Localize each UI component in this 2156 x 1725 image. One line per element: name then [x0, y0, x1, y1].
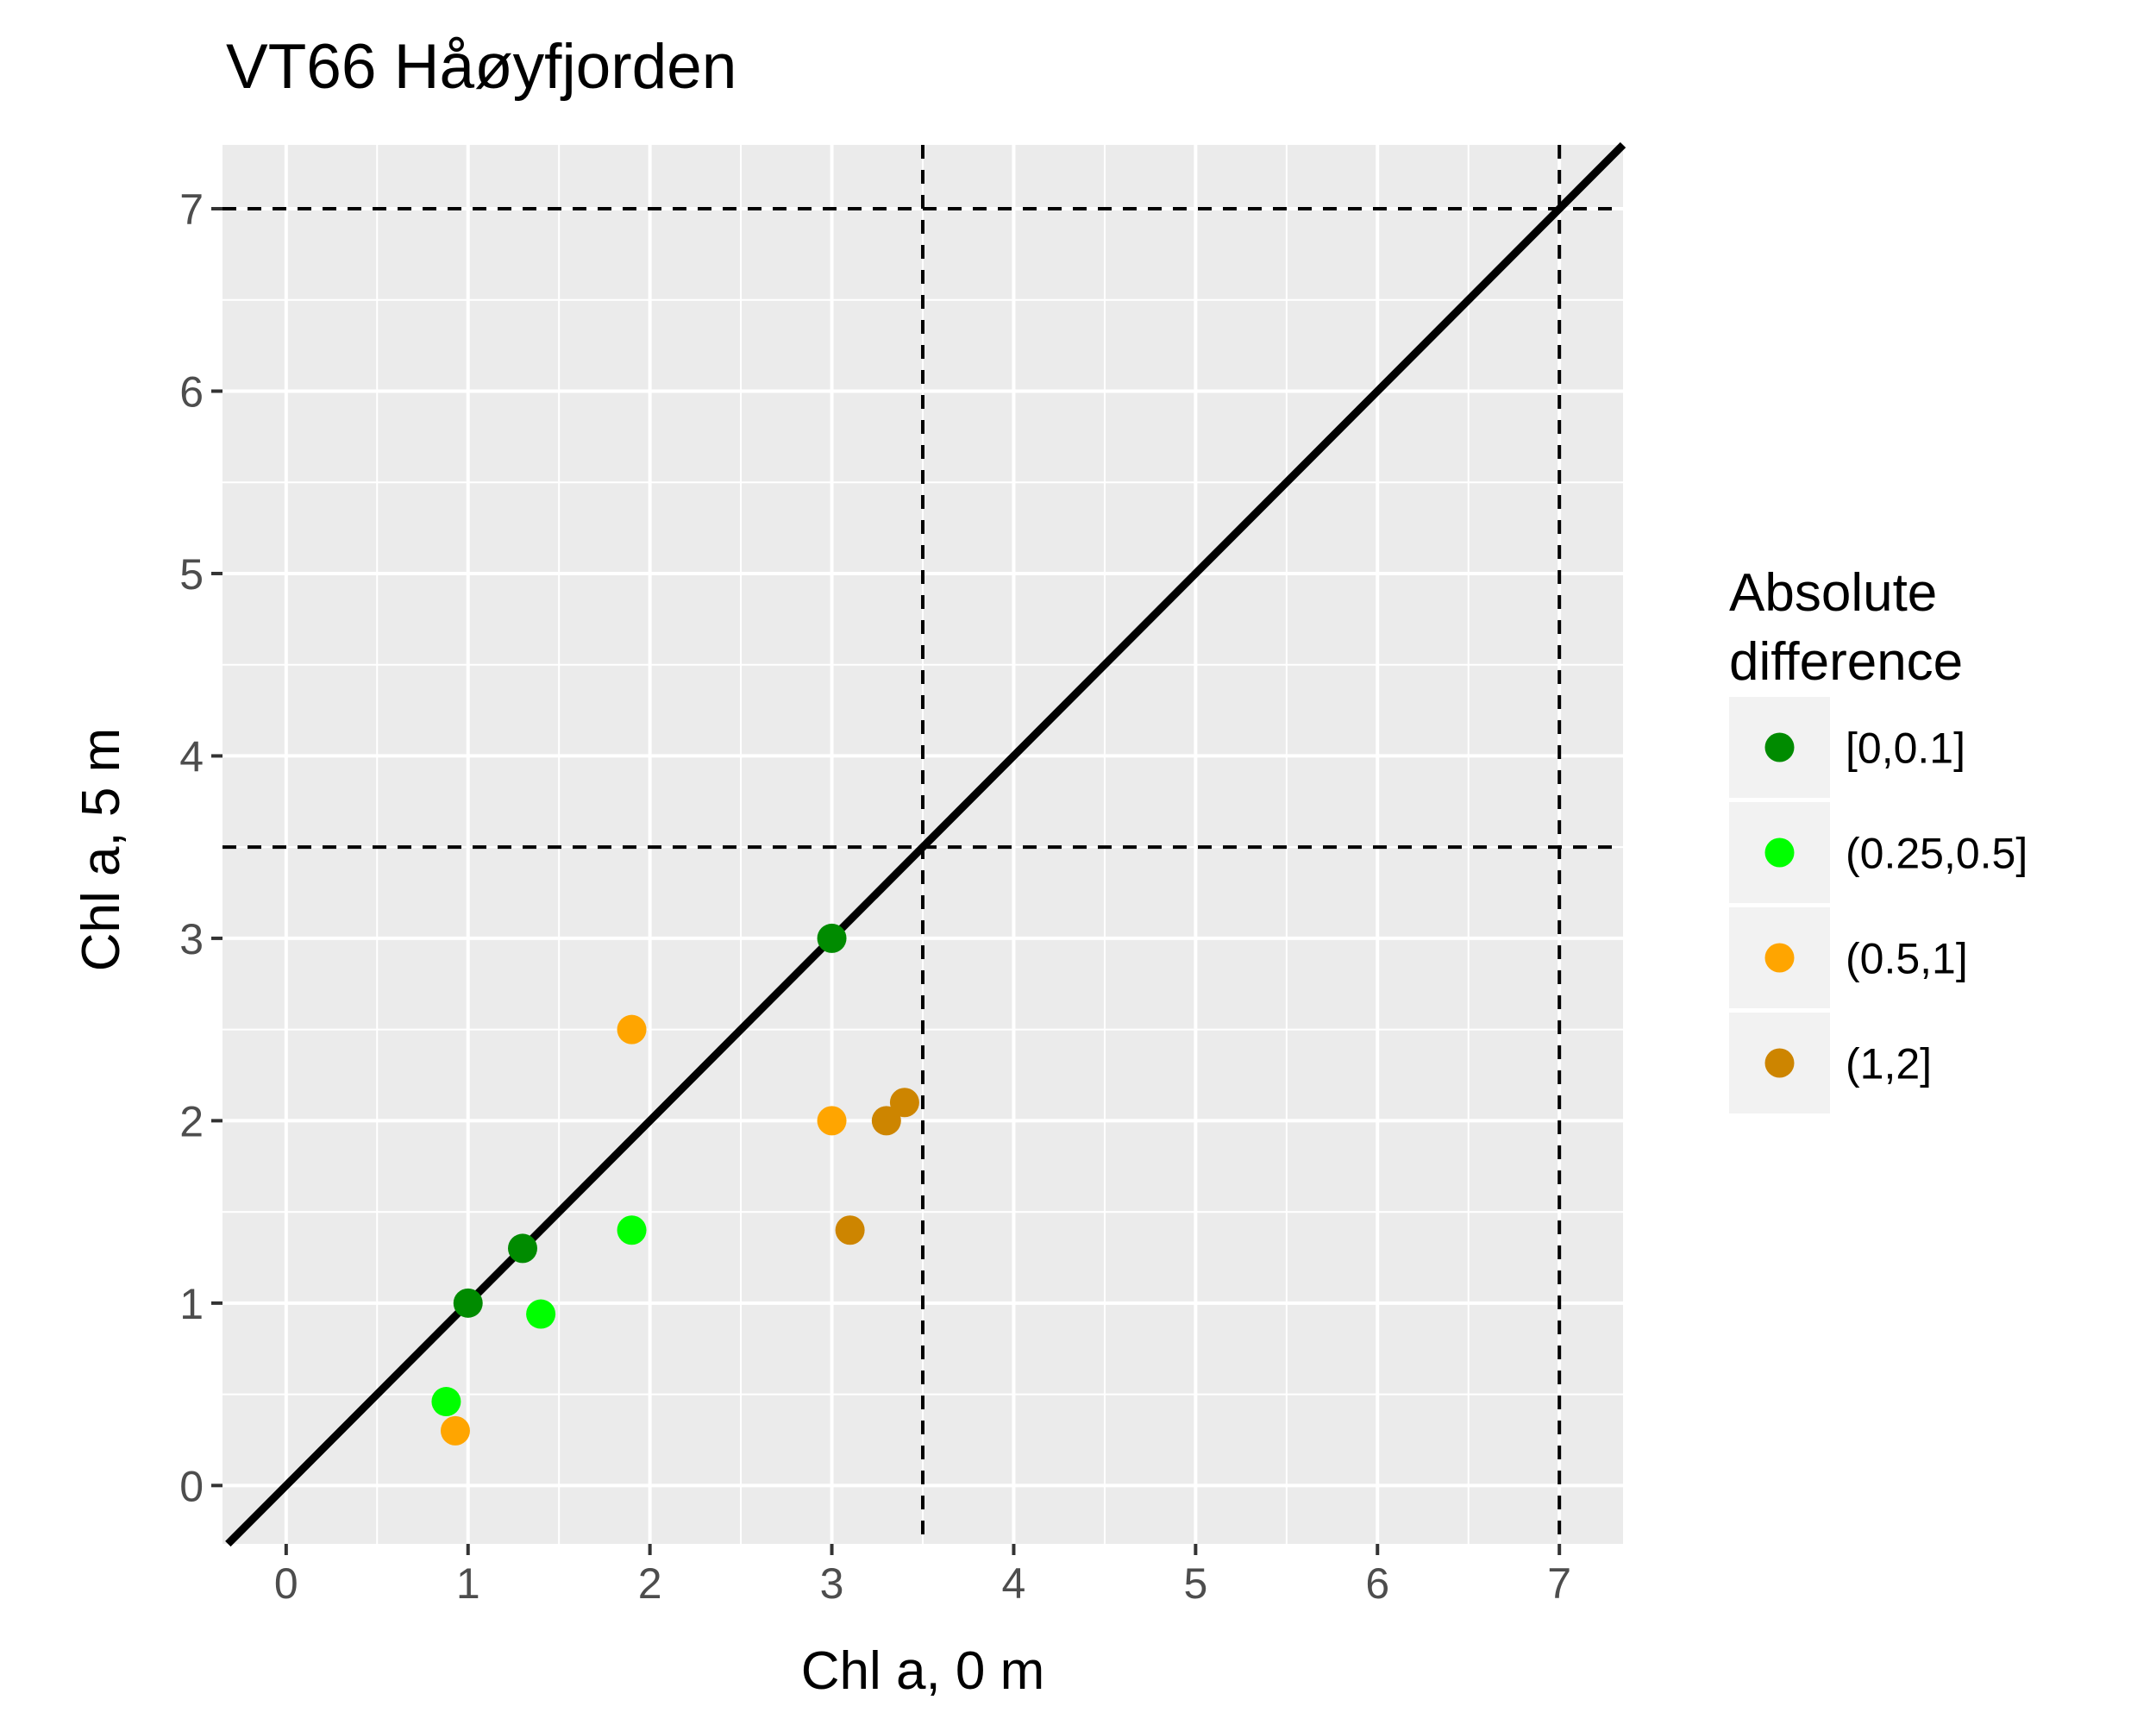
data-point: [817, 923, 847, 953]
y-axis-title: Chl a, 5 m: [72, 728, 131, 972]
legend-label: (1,2]: [1846, 1040, 1932, 1088]
data-point: [431, 1387, 461, 1417]
x-tick-label: 2: [638, 1559, 662, 1608]
data-point: [526, 1299, 556, 1329]
legend-label: (0.25,0.5]: [1846, 830, 2028, 878]
legend-title: Absolute: [1729, 563, 1937, 623]
legend-label: [0,0.1]: [1846, 724, 1965, 773]
y-tick-label: 4: [179, 732, 204, 781]
data-points: [431, 923, 919, 1446]
data-point: [871, 1106, 901, 1136]
data-point: [889, 1088, 919, 1118]
legend-marker: [1764, 1048, 1795, 1078]
data-point: [617, 1014, 647, 1044]
legend: Absolute difference [0,0.1] (0.25,0.5] (0.5,…: [1729, 563, 2028, 1113]
data-point: [835, 1215, 865, 1245]
legend-title: difference: [1729, 632, 1963, 692]
legend-marker: [1764, 732, 1795, 762]
x-axis-title: Chl a, 0 m: [801, 1641, 1045, 1701]
x-tick-label: 0: [274, 1559, 298, 1608]
x-tick-label: 1: [456, 1559, 480, 1608]
y-axis: 0 1 2 3 4 5 6 7: [179, 185, 222, 1510]
y-tick-label: 5: [179, 550, 204, 599]
x-tick-label: 4: [1002, 1559, 1026, 1608]
data-point: [508, 1233, 537, 1264]
x-tick-label: 7: [1547, 1559, 1571, 1608]
x-tick-label: 5: [1183, 1559, 1207, 1608]
data-point: [440, 1415, 470, 1446]
y-tick-label: 6: [179, 367, 204, 416]
x-axis: 0 1 2 3 4 5 6 7: [274, 1544, 1571, 1608]
data-point: [617, 1215, 647, 1245]
y-tick-label: 1: [179, 1280, 204, 1328]
chart-title: VT66 Håøyfjorden: [226, 32, 736, 102]
data-point: [453, 1288, 483, 1318]
y-tick-label: 2: [179, 1097, 204, 1145]
y-tick-label: 7: [179, 185, 204, 234]
x-tick-label: 6: [1365, 1559, 1389, 1608]
y-tick-label: 3: [179, 915, 204, 963]
x-tick-label: 3: [820, 1559, 844, 1608]
y-tick-label: 0: [179, 1462, 204, 1510]
data-point: [817, 1106, 847, 1136]
legend-marker: [1764, 943, 1795, 973]
legend-label: (0.5,1]: [1846, 935, 1968, 983]
legend-marker: [1764, 837, 1795, 868]
